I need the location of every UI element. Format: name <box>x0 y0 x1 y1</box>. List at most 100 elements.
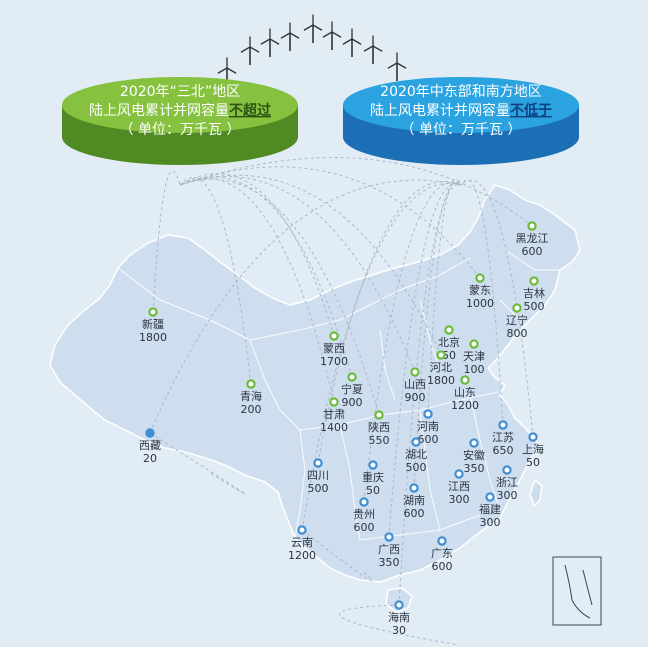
location-circle-icon <box>469 438 479 448</box>
province-capacity-value: 1700 <box>320 355 348 368</box>
province-name: 宁夏 <box>341 382 363 396</box>
connection-line <box>398 184 462 606</box>
location-circle-icon <box>454 469 464 479</box>
province-capacity-value: 300 <box>497 489 518 502</box>
wind-turbine-icon <box>260 28 280 57</box>
wind-turbine-icon <box>322 21 342 50</box>
connection-line <box>338 604 460 646</box>
location-circle-icon <box>437 536 447 546</box>
north-panel-title: 2020年“三北”地区 <box>120 84 240 100</box>
province-name: 江苏 <box>492 431 514 444</box>
province-name: 北京 <box>438 335 460 349</box>
province-name: 陕西 <box>368 420 390 434</box>
location-circle-icon <box>529 276 539 286</box>
wind-turbine-icon <box>363 35 383 64</box>
south-panel-unit: （ 单位：万千瓦 ） <box>401 122 522 138</box>
province-name: 浙江 <box>496 476 518 489</box>
location-circle-icon <box>485 492 495 502</box>
location-circle-icon <box>384 532 394 542</box>
province-capacity-value: 20 <box>143 452 157 465</box>
connection-line <box>460 179 534 438</box>
connection-line <box>179 173 335 337</box>
connection-line <box>179 178 380 416</box>
location-circle-icon <box>512 303 522 313</box>
location-circle-icon <box>347 372 357 382</box>
location-circle-icon <box>469 339 479 349</box>
province-capacity-value: 600 <box>354 521 375 534</box>
connection-line <box>179 178 335 403</box>
province-name: 贵州 <box>353 508 375 521</box>
province-capacity-value: 600 <box>522 245 543 258</box>
wind-turbine-icon <box>303 14 323 43</box>
province-name: 广东 <box>431 547 453 560</box>
north-panel: 2020年“三北”地区 陆上风电累计并网容量不超过 （ 单位：万千瓦 ） <box>62 77 298 165</box>
south-china-sea-inset <box>552 556 602 626</box>
location-circle-icon <box>329 331 339 341</box>
location-circle-icon <box>411 437 421 447</box>
province-capacity-value: 900 <box>405 391 426 404</box>
province-capacity-value: 1000 <box>466 297 494 310</box>
province-borders <box>117 249 560 541</box>
location-circle-icon <box>423 409 433 419</box>
province-name: 山西 <box>404 378 426 391</box>
china-map <box>49 184 602 626</box>
location-circle-icon <box>374 410 384 420</box>
north-panel-unit: （ 单位：万千瓦 ） <box>120 122 241 138</box>
location-circle-icon <box>297 525 307 535</box>
south-disc-top <box>343 77 579 133</box>
province-capacity-value: 1200 <box>451 399 479 412</box>
location-circle-icon <box>329 397 339 407</box>
province-capacity-value: 500 <box>406 461 427 474</box>
wind-turbine-icon <box>387 52 407 81</box>
province-capacity-value: 100 <box>464 363 485 376</box>
location-circle-icon <box>394 600 404 610</box>
province-name: 辽宁 <box>506 313 528 327</box>
location-circle-icon <box>498 420 508 430</box>
province-capacity-value: 800 <box>507 327 528 340</box>
province-capacity-value: 350 <box>379 556 400 569</box>
province-capacity-value: 600 <box>404 507 425 520</box>
province-name: 福建 <box>479 502 501 516</box>
province-capacity-value: 50 <box>442 349 456 362</box>
connection-line <box>179 166 481 279</box>
south-panel-title: 2020年中东部和南方地区 <box>380 84 542 100</box>
connection-line <box>388 183 462 538</box>
location-circle-icon <box>359 497 369 507</box>
province-capacity-value: 300 <box>480 516 501 529</box>
location-circle-icon <box>460 375 470 385</box>
province-name: 河北 <box>430 361 452 374</box>
south-china-sea-islands <box>564 564 593 619</box>
province-name: 新疆 <box>142 317 164 331</box>
province-name: 安徽 <box>463 448 485 462</box>
province-capacity-value: 1400 <box>320 421 348 434</box>
province-capacity-value: 500 <box>308 482 329 495</box>
province-capacity-value: 500 <box>524 300 545 313</box>
connection-line <box>427 178 462 415</box>
province-capacity-value: 900 <box>342 396 363 409</box>
province-name: 天津 <box>463 350 485 363</box>
province-name: 湖北 <box>405 448 427 461</box>
location-circle-icon <box>368 460 378 470</box>
province-capacity-value: 50 <box>526 456 540 469</box>
province-name: 海南 <box>388 610 410 624</box>
province-capacity-value: 50 <box>366 484 380 497</box>
